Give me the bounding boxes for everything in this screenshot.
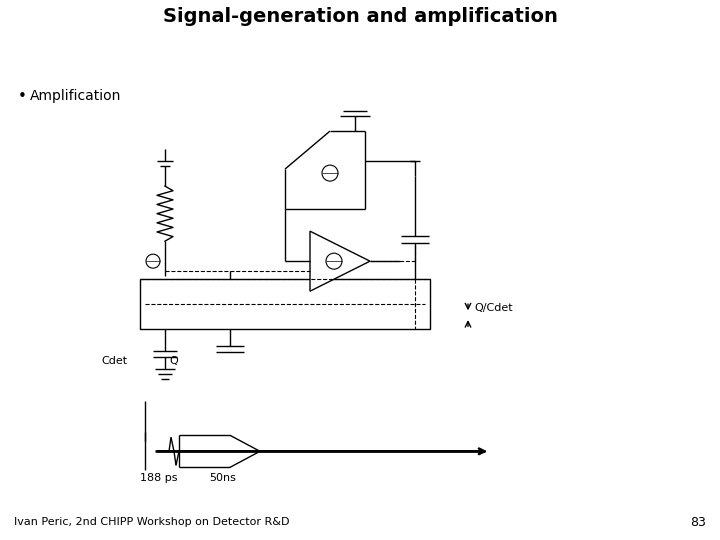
Text: Signal-generation and amplification: Signal-generation and amplification <box>163 7 557 26</box>
Text: 50ns: 50ns <box>209 474 236 483</box>
Text: 83: 83 <box>690 516 706 529</box>
Text: •: • <box>18 89 27 104</box>
Polygon shape <box>310 231 370 291</box>
Text: Amplification: Amplification <box>30 89 122 103</box>
Text: Cdet: Cdet <box>101 356 127 366</box>
Bar <box>140 279 430 329</box>
Text: Ivan Peric, 2nd CHIPP Workshop on Detector R&D: Ivan Peric, 2nd CHIPP Workshop on Detect… <box>14 517 290 527</box>
Text: 188 ps: 188 ps <box>140 474 178 483</box>
Text: Q: Q <box>169 356 178 366</box>
Text: Q/Cdet: Q/Cdet <box>474 303 513 313</box>
